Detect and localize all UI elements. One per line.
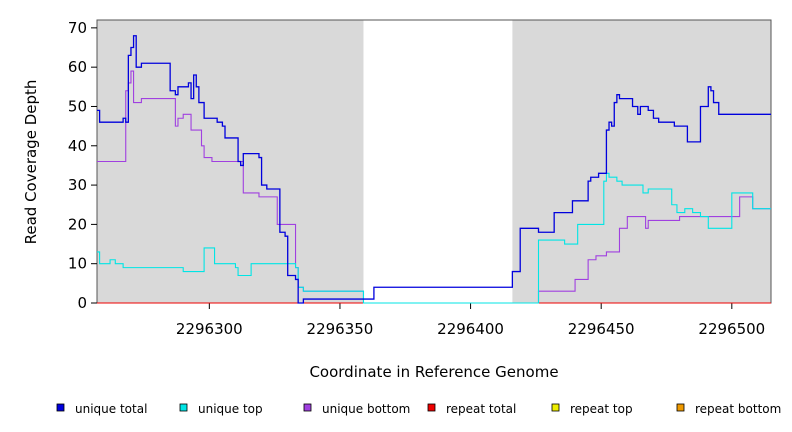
x-tick-label: 2296500 — [698, 320, 765, 338]
gap-region — [363, 20, 513, 303]
x-tick-label: 2296450 — [568, 320, 635, 338]
series-line-unique-total — [97, 35, 771, 304]
legend-swatch-unique-bottom — [303, 403, 312, 412]
y-tick-label: 50 — [68, 97, 87, 115]
x-axis-label: Coordinate in Reference Genome — [309, 363, 558, 381]
legend-label-repeat-bottom: repeat bottom — [695, 402, 781, 416]
legend-label-unique-total: unique total — [75, 402, 147, 416]
x-tick-label: 2296350 — [307, 320, 374, 338]
y-tick-label: 10 — [68, 255, 87, 273]
y-tick-label: 60 — [68, 58, 87, 76]
legend: unique total unique top unique bottom repea… — [56, 402, 781, 416]
legend-swatch-repeat-top — [551, 403, 560, 412]
legend-swatch-repeat-bottom — [676, 403, 685, 412]
y-tick-label: 20 — [68, 215, 87, 233]
y-tick-label: 30 — [68, 176, 87, 194]
y-tick-label: 70 — [68, 19, 87, 37]
legend-swatch-unique-top — [179, 403, 188, 412]
y-tick-label: 0 — [77, 294, 87, 312]
legend-label-repeat-total: repeat total — [446, 402, 516, 416]
y-tick-label: 40 — [68, 137, 87, 155]
legend-label-repeat-top: repeat top — [570, 402, 633, 416]
x-tick-label: 2296300 — [176, 320, 243, 338]
y-axis-label: Read Coverage Depth — [22, 80, 40, 245]
legend-swatch-repeat-total — [427, 403, 436, 412]
x-tick-label: 2296400 — [437, 320, 504, 338]
legend-label-unique-top: unique top — [198, 402, 263, 416]
legend-swatch-unique-total — [56, 403, 65, 412]
series-line-unique-top — [97, 172, 771, 304]
legend-label-unique-bottom: unique bottom — [322, 402, 410, 416]
